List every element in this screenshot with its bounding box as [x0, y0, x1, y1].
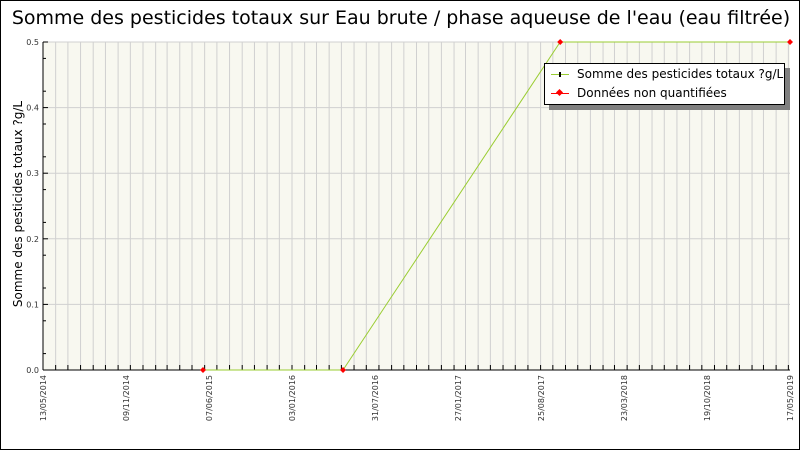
y-tick-label: 0.1	[26, 300, 39, 309]
y-tick-label: 0.3	[26, 169, 39, 178]
data-point-unquantified	[787, 39, 793, 45]
x-tick-label: 19/10/2018	[703, 375, 712, 421]
legend-item-unquantified: Données non quantifiées	[545, 84, 784, 102]
data-point-unquantified	[557, 39, 564, 45]
x-tick-label: 09/11/2014	[122, 375, 131, 421]
y-tick-label: 0.0	[26, 366, 39, 375]
chart-title: Somme des pesticides totaux sur Eau brut…	[11, 7, 791, 29]
x-tick-label: 27/01/2017	[454, 375, 463, 421]
x-tick-label: 17/05/2019	[786, 375, 795, 421]
x-tick-label: 07/06/2015	[205, 375, 214, 421]
y-tick-label: 0.4	[26, 104, 39, 113]
data-point-unquantified	[340, 367, 347, 373]
legend-label: Somme des pesticides totaux ?g/L	[577, 67, 784, 81]
y-tick-label: 0.2	[26, 235, 39, 244]
series-line-icon	[551, 69, 569, 79]
red-diamond-icon	[551, 88, 569, 98]
x-tick-label: 25/08/2017	[537, 375, 546, 421]
x-tick-label: 23/03/2018	[620, 375, 629, 421]
x-tick-label: 31/07/2016	[371, 375, 380, 421]
y-tick-label: 0.5	[26, 38, 39, 47]
data-point-unquantified	[200, 367, 207, 373]
x-tick-label: 13/05/2014	[39, 375, 48, 421]
series-line	[203, 41, 790, 371]
legend-item-series: Somme des pesticides totaux ?g/L	[545, 65, 784, 83]
legend-label: Données non quantifiées	[577, 86, 727, 100]
legend: Somme des pesticides totaux ?g/L Données…	[544, 63, 785, 105]
x-tick-label: 03/01/2016	[288, 375, 297, 421]
